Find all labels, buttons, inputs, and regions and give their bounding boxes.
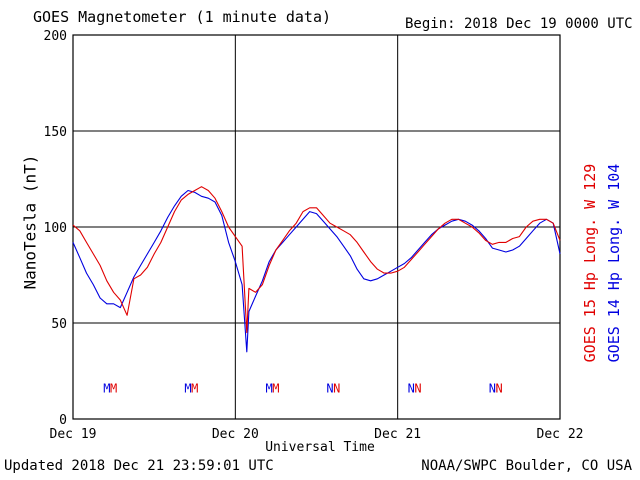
x-tick-label: Dec 19 bbox=[50, 427, 97, 442]
legend-goes15: GOES 15 Hp Long. W 129 bbox=[581, 163, 599, 363]
goes15-marker: N bbox=[414, 381, 421, 395]
goes14-marker: N bbox=[408, 381, 415, 395]
y-tick-label: 150 bbox=[44, 125, 67, 140]
goes15-marker: N bbox=[496, 381, 503, 395]
goes15-marker: M bbox=[191, 381, 198, 395]
goes14-marker: M bbox=[266, 381, 273, 395]
credit-label: NOAA/SWPC Boulder, CO USA bbox=[421, 458, 632, 474]
goes15-marker: M bbox=[272, 381, 279, 395]
y-tick-label: 50 bbox=[51, 317, 67, 332]
y-axis-label: NanoTesla (nT) bbox=[20, 154, 40, 290]
x-tick-label: Dec 21 bbox=[374, 427, 421, 442]
legend-goes14: GOES 14 Hp Long. W 104 bbox=[605, 163, 623, 363]
begin-label: Begin: 2018 Dec 19 0000 UTC bbox=[405, 16, 633, 32]
goes15-marker: M bbox=[110, 381, 117, 395]
goes15-marker: N bbox=[333, 381, 340, 395]
x-axis-label: Universal Time bbox=[265, 440, 375, 455]
goes14-marker: N bbox=[489, 381, 496, 395]
y-tick-label: 200 bbox=[44, 29, 67, 44]
x-tick-label: Dec 20 bbox=[212, 427, 259, 442]
x-tick-label: Dec 22 bbox=[537, 427, 584, 442]
y-tick-label: 100 bbox=[44, 221, 67, 236]
goes15-line bbox=[72, 186, 561, 334]
goes14-marker: M bbox=[184, 381, 191, 395]
goes14-marker: N bbox=[326, 381, 333, 395]
updated-label: Updated 2018 Dec 21 23:59:01 UTC bbox=[4, 458, 274, 474]
series-group bbox=[72, 186, 561, 353]
goes14-line bbox=[72, 189, 561, 353]
goes14-marker: M bbox=[103, 381, 110, 395]
y-tick-label: 0 bbox=[59, 413, 67, 428]
chart-title: GOES Magnetometer (1 minute data) bbox=[33, 8, 332, 26]
